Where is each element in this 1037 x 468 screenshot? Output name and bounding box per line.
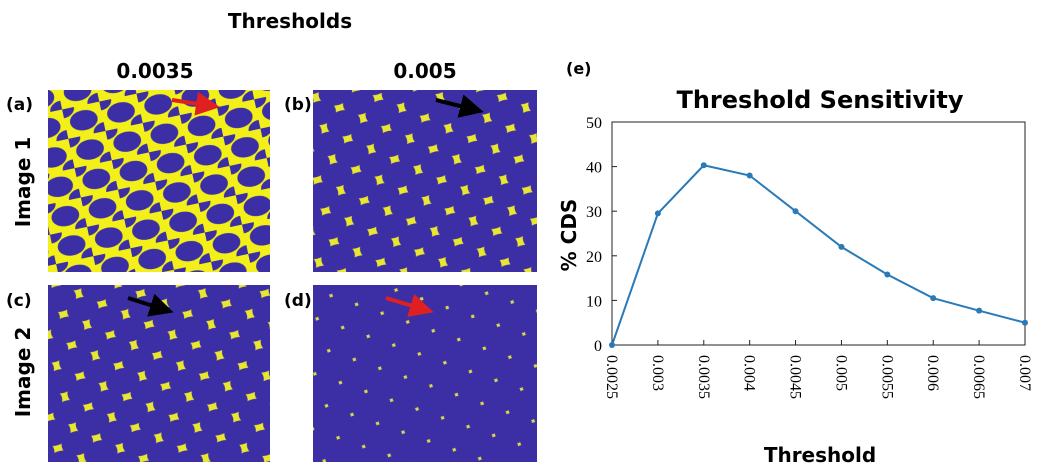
panel-label: (a) xyxy=(6,95,33,115)
x-tick-label: 0.007 xyxy=(1016,355,1033,391)
y-tick-label: 40 xyxy=(586,160,602,177)
plot-frame xyxy=(611,121,1026,346)
y-tick-label: 10 xyxy=(586,293,602,310)
x-axis-label: Threshold xyxy=(764,443,876,467)
column-label: 0.005 xyxy=(393,59,456,83)
arrow xyxy=(171,91,220,116)
row-label: Image 1 xyxy=(11,137,35,228)
figure-title: Thresholds xyxy=(228,9,352,33)
point xyxy=(1022,319,1028,326)
point xyxy=(884,271,891,278)
arrow xyxy=(435,94,484,118)
point xyxy=(976,307,983,314)
point xyxy=(746,172,753,179)
point xyxy=(930,295,937,302)
point xyxy=(838,243,845,250)
x-tick-label: 0.005 xyxy=(832,355,849,391)
point xyxy=(609,342,615,348)
arrow xyxy=(127,293,174,317)
x-tick-label: 0.003 xyxy=(649,355,666,391)
y-tick-label: 30 xyxy=(586,204,602,221)
x-tick-label: 0.0025 xyxy=(603,355,620,399)
arrow xyxy=(385,293,434,317)
y-tick-label: 20 xyxy=(586,249,602,266)
x-tick-label: 0.0065 xyxy=(970,355,987,399)
panel-label: (e) xyxy=(566,59,591,78)
y-axis-label: % CDS xyxy=(557,199,581,272)
y-tick-label: 50 xyxy=(586,115,602,132)
x-tick-label: 0.006 xyxy=(924,355,941,391)
panel-label: (c) xyxy=(6,291,32,311)
image-panel xyxy=(48,285,270,462)
image-panel xyxy=(313,90,537,272)
panel-label: (d) xyxy=(284,291,312,311)
point xyxy=(654,210,661,217)
image-panel xyxy=(48,90,270,272)
point xyxy=(700,162,707,169)
x-tick-label: 0.0045 xyxy=(787,355,804,399)
y-tick-label: 0 xyxy=(594,338,602,355)
line xyxy=(611,164,1026,346)
x-tick-label: 0.0035 xyxy=(695,355,712,399)
row-label: Image 2 xyxy=(11,327,35,418)
panel-label: (b) xyxy=(284,95,312,115)
x-tick-label: 0.004 xyxy=(741,355,758,391)
x-tick-label: 0.0055 xyxy=(878,355,895,399)
chart-title: Threshold Sensitivity xyxy=(676,86,963,114)
point xyxy=(792,208,799,215)
column-label: 0.0035 xyxy=(116,59,193,83)
